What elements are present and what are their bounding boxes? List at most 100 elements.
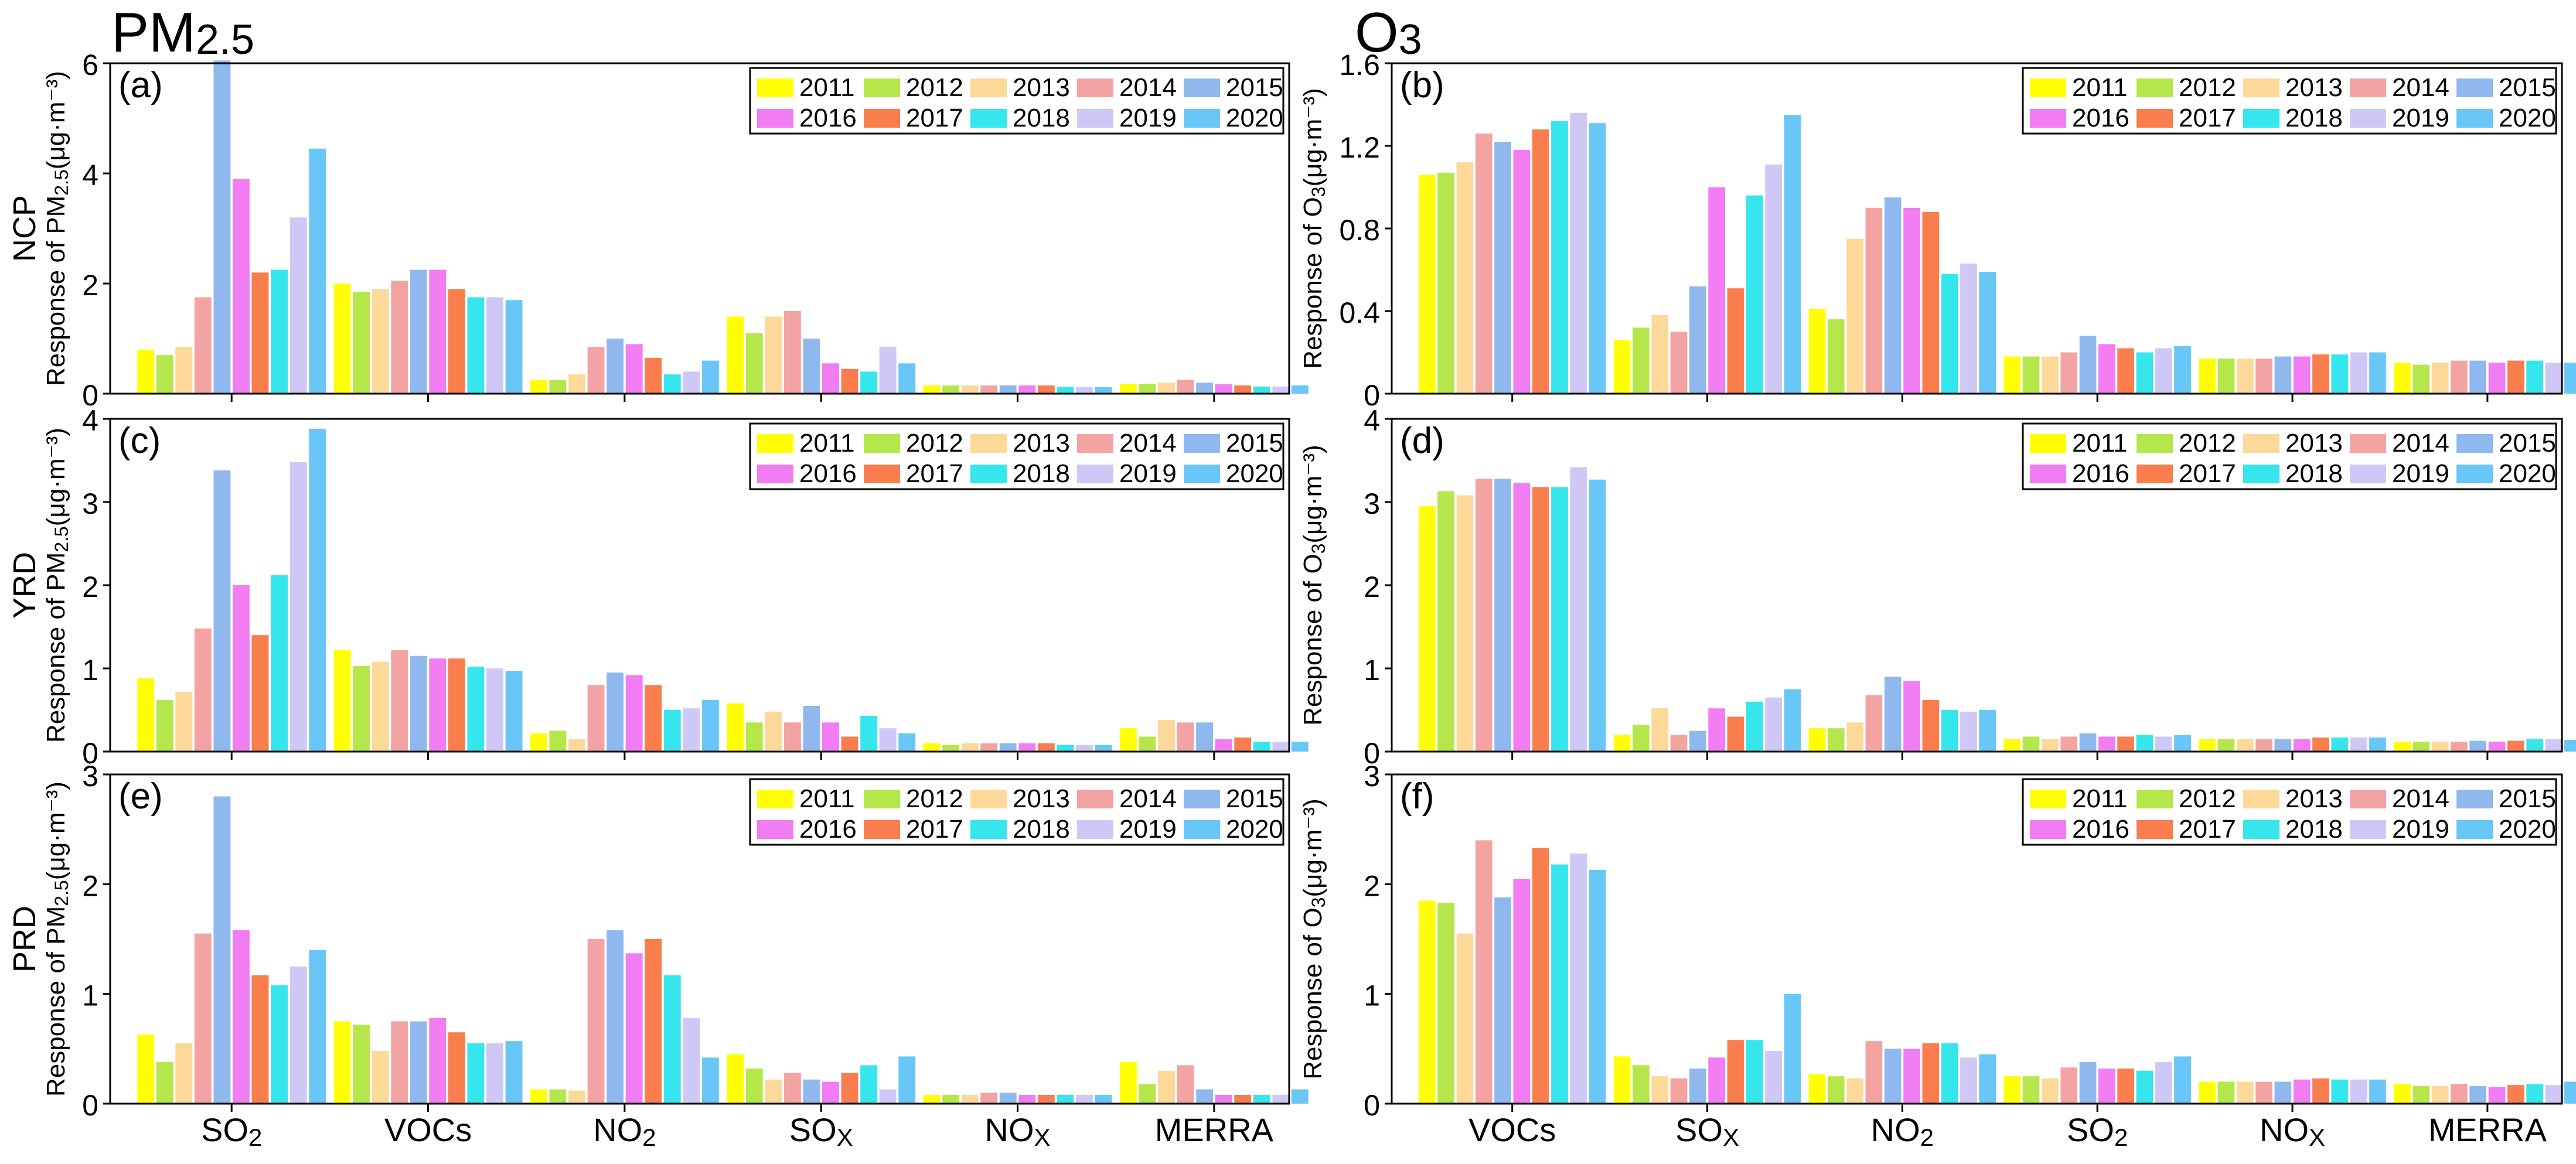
legend-swatch-2019 xyxy=(2350,820,2386,839)
bar-SOX-2014 xyxy=(783,722,801,752)
region-label: PRD xyxy=(7,906,42,972)
bar-SOX-2018 xyxy=(1746,1040,1763,1104)
y-axis-label-unit: (μg·m⁻³) xyxy=(1299,798,1327,897)
region-label: YRD xyxy=(7,552,42,619)
y-tick-label: 3 xyxy=(82,487,98,520)
bar-NOX-2013 xyxy=(2236,739,2254,752)
bar-VOCs-2018 xyxy=(1551,487,1568,752)
bar-VOCs-2012 xyxy=(1437,172,1454,394)
bar-VOCs-2018 xyxy=(467,297,485,394)
legend-swatch-2018 xyxy=(970,465,1007,483)
bar-MERRA-2020 xyxy=(2564,740,2576,752)
bar-MERRA-2018 xyxy=(1253,742,1270,752)
bar-SOX-2017 xyxy=(1727,288,1744,394)
bar-NOX-2018 xyxy=(1057,1095,1074,1104)
legend-swatch-2017 xyxy=(864,109,900,128)
bar-NOX-2013 xyxy=(961,743,979,752)
legend-label-2019: 2019 xyxy=(2392,815,2449,844)
bar-VOCs-2012 xyxy=(353,1025,370,1104)
x-category-subscript: 2 xyxy=(1920,1124,1934,1151)
bar-VOCs-2019 xyxy=(486,668,503,752)
bar-NO2-2016 xyxy=(625,675,643,752)
bar-VOCs-2020 xyxy=(1589,479,1606,752)
x-category-main: NO xyxy=(985,1111,1034,1148)
bar-SO2-2016 xyxy=(233,930,250,1104)
bar-SOX-2013 xyxy=(765,316,782,394)
bar-NO2-2016 xyxy=(625,953,643,1104)
bar-MERRA-2017 xyxy=(2507,1085,2524,1104)
bar-VOCs-2020 xyxy=(505,671,523,752)
bar-NOX-2016 xyxy=(2293,739,2311,752)
bar-SO2-2011 xyxy=(2003,1076,2021,1104)
bar-NOX-2012 xyxy=(942,745,960,752)
legend-label-2015: 2015 xyxy=(1226,73,1283,102)
legend-swatch-2016 xyxy=(757,820,793,839)
bar-MERRA-2019 xyxy=(1272,742,1290,752)
legend-label-2012: 2012 xyxy=(906,73,963,102)
bar-SO2-2017 xyxy=(251,635,269,752)
bar-VOCs-2016 xyxy=(429,658,447,752)
bar-SOX-2018 xyxy=(1746,701,1763,752)
legend-swatch-2013 xyxy=(970,790,1007,808)
legend-swatch-2016 xyxy=(2030,109,2066,128)
bar-SOX-2014 xyxy=(783,311,801,394)
bar-NO2-2018 xyxy=(1941,274,1958,394)
bar-SO2-2015 xyxy=(213,796,231,1104)
bar-SO2-2020 xyxy=(2174,346,2191,394)
bar-MERRA-2015 xyxy=(1196,1089,1214,1104)
bar-NOX-2015 xyxy=(2274,356,2292,394)
bar-SOX-2011 xyxy=(1613,735,1631,752)
y-tick-label: 0 xyxy=(82,737,98,770)
y-axis-label-main: Response of PM xyxy=(42,552,70,743)
bar-SOX-2020 xyxy=(898,733,916,752)
bar-NOX-2014 xyxy=(980,1093,998,1104)
legend-swatch-2013 xyxy=(2243,78,2279,97)
legend-label-2011: 2011 xyxy=(2072,73,2128,102)
bar-MERRA-2012 xyxy=(2413,742,2430,752)
bar-SOX-2013 xyxy=(1651,1076,1669,1104)
legend-label-2017: 2017 xyxy=(906,104,963,132)
bar-MERRA-2020 xyxy=(2564,1081,2576,1104)
bar-NOX-2016 xyxy=(1018,1095,1036,1104)
legend-label-2020: 2020 xyxy=(2499,104,2556,132)
legend-swatch-2020 xyxy=(1184,820,1220,839)
x-category-main: VOCs xyxy=(384,1111,472,1148)
bar-SOX-2012 xyxy=(745,1069,763,1104)
legend-swatch-2011 xyxy=(2030,434,2066,453)
bar-SO2-2015 xyxy=(2079,1061,2097,1104)
plot-frame xyxy=(109,773,1290,1105)
region-label: NCP xyxy=(7,195,42,262)
bar-SOX-2020 xyxy=(1784,994,1801,1104)
bar-NOX-2012 xyxy=(2217,359,2235,394)
legend-swatch-2019 xyxy=(2350,109,2386,128)
y-tick-label: 0.4 xyxy=(1339,296,1380,329)
bar-NOX-2012 xyxy=(2217,739,2235,752)
x-category-main: VOCs xyxy=(1468,1111,1556,1148)
bar-MERRA-2016 xyxy=(1215,739,1232,752)
bar-MERRA-2011 xyxy=(2394,1084,2411,1104)
bar-VOCs-2019 xyxy=(486,1043,503,1104)
bar-NO2-2016 xyxy=(1903,1049,1920,1104)
bar-NOX-2014 xyxy=(980,743,998,752)
bar-NOX-2015 xyxy=(2274,739,2292,752)
legend-label-2019: 2019 xyxy=(2392,104,2449,132)
bar-SOX-2013 xyxy=(765,711,782,752)
bar-MERRA-2019 xyxy=(1272,1095,1290,1104)
bar-SO2-2019 xyxy=(289,462,307,752)
bar-MERRA-2014 xyxy=(2451,1084,2468,1104)
legend-label-2011: 2011 xyxy=(2072,429,2128,458)
bar-SOX-2016 xyxy=(1708,708,1725,752)
bar-SO2-2016 xyxy=(2098,1069,2115,1104)
bar-SO2-2018 xyxy=(2136,1070,2154,1104)
bar-SOX-2018 xyxy=(860,715,878,752)
bar-NOX-2020 xyxy=(2369,352,2386,394)
legend-swatch-2012 xyxy=(2137,78,2173,97)
legend-label-2012: 2012 xyxy=(2179,73,2236,102)
y-axis-label: Response of PM2.5(μg·m⁻³) xyxy=(42,428,72,743)
legend-swatch-2011 xyxy=(2030,78,2066,97)
legend-label-2020: 2020 xyxy=(1226,459,1283,488)
y-axis-label-main: Response of PM xyxy=(42,906,70,1097)
bar-SO2-2019 xyxy=(2155,736,2172,752)
bar-SOX-2016 xyxy=(1708,187,1725,394)
